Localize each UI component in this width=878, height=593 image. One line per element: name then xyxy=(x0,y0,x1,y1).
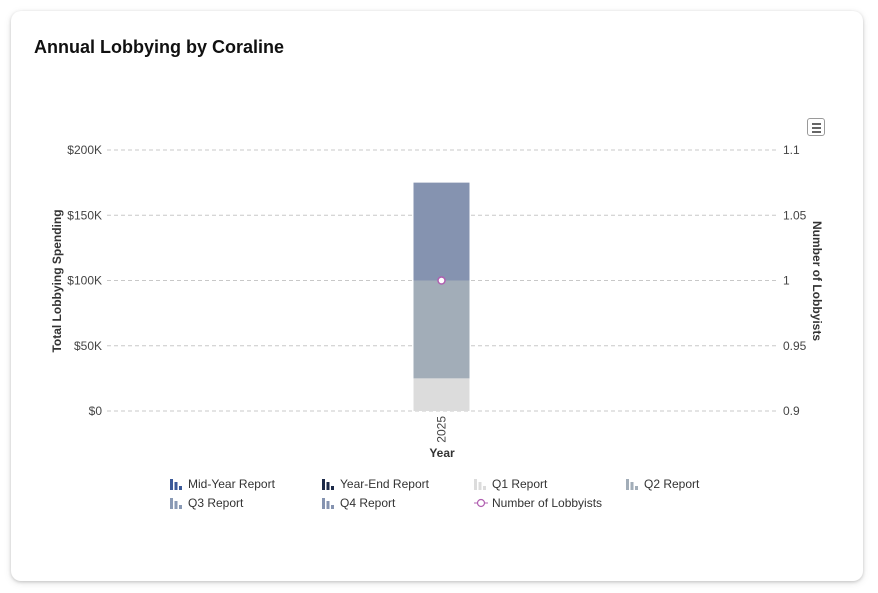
legend-label: Q2 Report xyxy=(644,477,700,491)
legend-item[interactable]: Q1 Report xyxy=(474,477,548,491)
legend-bar-icon xyxy=(170,479,173,490)
legend-bar-icon xyxy=(179,486,182,490)
legend-bar-icon xyxy=(474,479,477,490)
legend-label: Mid-Year Report xyxy=(188,477,276,491)
menu-line-icon xyxy=(812,127,821,129)
legend-bar-icon xyxy=(630,482,634,490)
legend-bar-icon xyxy=(478,482,482,490)
legend-bar-icon xyxy=(322,498,325,509)
legend-bar-icon xyxy=(326,482,330,490)
legend-bar-icon xyxy=(331,486,334,490)
legend-label: Q3 Report xyxy=(188,496,244,510)
legend-item[interactable]: Q3 Report xyxy=(170,496,244,510)
menu-line-icon xyxy=(812,131,821,133)
legend-bar-icon xyxy=(174,482,178,490)
legend-bar-icon xyxy=(322,479,325,490)
legend: Mid-Year Report Year-End Report Q1 Report Q… xyxy=(170,477,700,510)
legend-bar-icon xyxy=(483,486,486,490)
legend-item[interactable]: Mid-Year Report xyxy=(170,477,276,491)
menu-line-icon xyxy=(812,123,821,125)
legend-bar-icon xyxy=(635,486,638,490)
legend-bar-icon xyxy=(326,501,330,509)
legend-label: Q1 Report xyxy=(492,477,548,491)
legend-item[interactable]: Q2 Report xyxy=(626,477,700,491)
legend-bar-icon xyxy=(331,505,334,509)
chart-title: Annual Lobbying by Coraline xyxy=(34,37,285,57)
legend-bar-icon xyxy=(170,498,173,509)
legend-bar-icon xyxy=(174,501,178,509)
legend-item[interactable]: Number of Lobbyists xyxy=(474,496,602,510)
legend-bar-icon xyxy=(179,505,182,509)
chart-menu-button[interactable] xyxy=(807,118,825,136)
legend-item[interactable]: Q4 Report xyxy=(322,496,396,510)
legend-marker-icon xyxy=(476,498,486,508)
legend-item[interactable]: Year-End Report xyxy=(322,477,430,491)
legend-label: Q4 Report xyxy=(340,496,396,510)
legend-label: Number of Lobbyists xyxy=(492,496,602,510)
legend-label: Year-End Report xyxy=(340,477,430,491)
chart-card: Annual Lobbying by Coraline xyxy=(11,11,863,581)
legend-bar-icon xyxy=(626,479,629,490)
